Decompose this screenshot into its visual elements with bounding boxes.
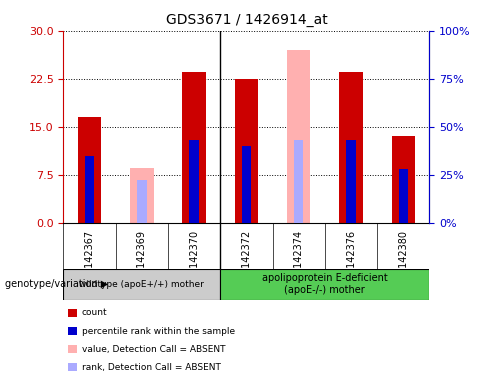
Bar: [130, 168, 154, 223]
Text: genotype/variation ▶: genotype/variation ▶: [5, 279, 108, 289]
Bar: [391, 136, 415, 223]
Text: GSM142380: GSM142380: [398, 230, 408, 289]
Text: GSM142376: GSM142376: [346, 230, 356, 289]
Text: GSM142367: GSM142367: [84, 230, 95, 289]
Bar: [189, 140, 199, 223]
Bar: [346, 140, 356, 223]
Text: GSM142372: GSM142372: [242, 230, 251, 289]
Title: GDS3671 / 1426914_at: GDS3671 / 1426914_at: [165, 13, 327, 27]
Bar: [78, 117, 102, 223]
Text: apolipoprotein E-deficient
(apoE-/-) mother: apolipoprotein E-deficient (apoE-/-) mot…: [262, 273, 388, 295]
Bar: [63, 269, 220, 300]
Bar: [85, 156, 94, 223]
Bar: [220, 269, 429, 300]
Text: wildtype (apoE+/+) mother: wildtype (apoE+/+) mother: [80, 280, 204, 289]
Bar: [137, 180, 146, 223]
Bar: [183, 72, 206, 223]
Bar: [287, 50, 310, 223]
Bar: [339, 72, 363, 223]
Text: percentile rank within the sample: percentile rank within the sample: [82, 326, 235, 336]
Bar: [294, 140, 304, 223]
Bar: [235, 79, 258, 223]
Bar: [399, 169, 408, 223]
Text: value, Detection Call = ABSENT: value, Detection Call = ABSENT: [82, 344, 225, 354]
Text: rank, Detection Call = ABSENT: rank, Detection Call = ABSENT: [82, 362, 221, 372]
Text: GSM142369: GSM142369: [137, 230, 147, 289]
Text: count: count: [82, 308, 108, 318]
Bar: [242, 146, 251, 223]
Text: GSM142370: GSM142370: [189, 230, 199, 289]
Text: GSM142374: GSM142374: [294, 230, 304, 289]
